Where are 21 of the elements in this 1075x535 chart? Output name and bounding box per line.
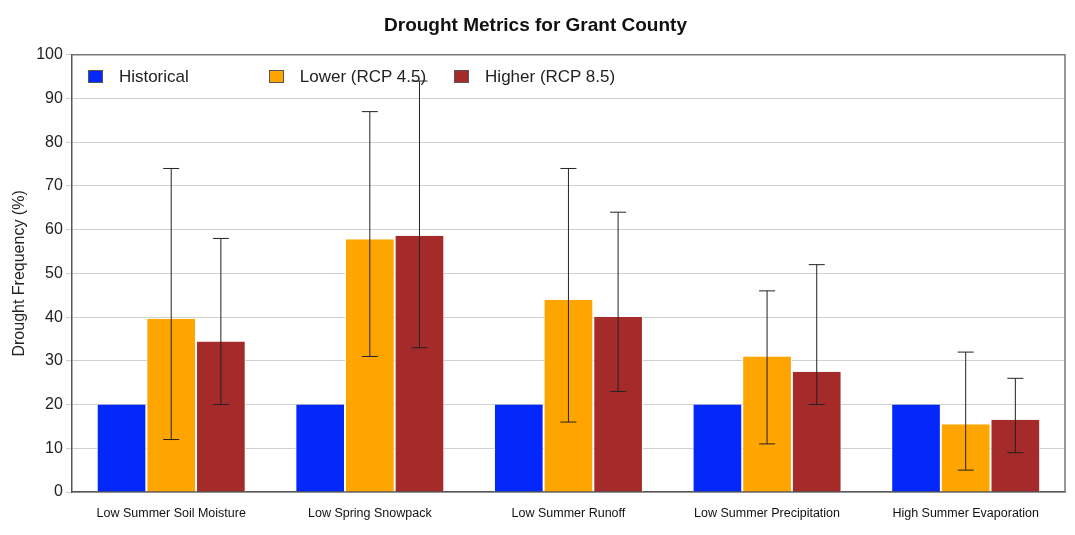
y-axis-title: Drought Frequency (%) (10, 190, 28, 357)
y-tick-label: 30 (45, 351, 63, 369)
y-tick-label: 100 (36, 45, 63, 63)
y-tick-label: 10 (45, 438, 63, 456)
x-tick-label: High Summer Evaporation (892, 505, 1040, 520)
y-tick-label: 50 (45, 263, 63, 281)
x-tick-label: Low Spring Snowpack (307, 505, 433, 520)
y-tick-label: 90 (45, 88, 63, 106)
y-tick-label: 70 (45, 176, 63, 194)
y-tick-label: 20 (45, 394, 63, 412)
chart-title: Drought Metrics for Grant County (384, 13, 688, 35)
legend-label: Lower (RCP 4.5) (299, 66, 427, 87)
x-tick-label: Low Summer Precipitation (694, 505, 841, 520)
y-tick-label: 0 (53, 482, 63, 500)
y-tick-label: 80 (45, 132, 63, 150)
y-tick-label: 40 (45, 307, 63, 325)
legend-label: Historical (118, 66, 189, 87)
y-tick-label: 60 (45, 220, 63, 238)
x-tick-label: Low Summer Runoff (511, 505, 626, 520)
x-tick-label: Low Summer Soil Moisture (96, 505, 246, 520)
legend-label: Higher (RCP 8.5) (485, 66, 616, 87)
